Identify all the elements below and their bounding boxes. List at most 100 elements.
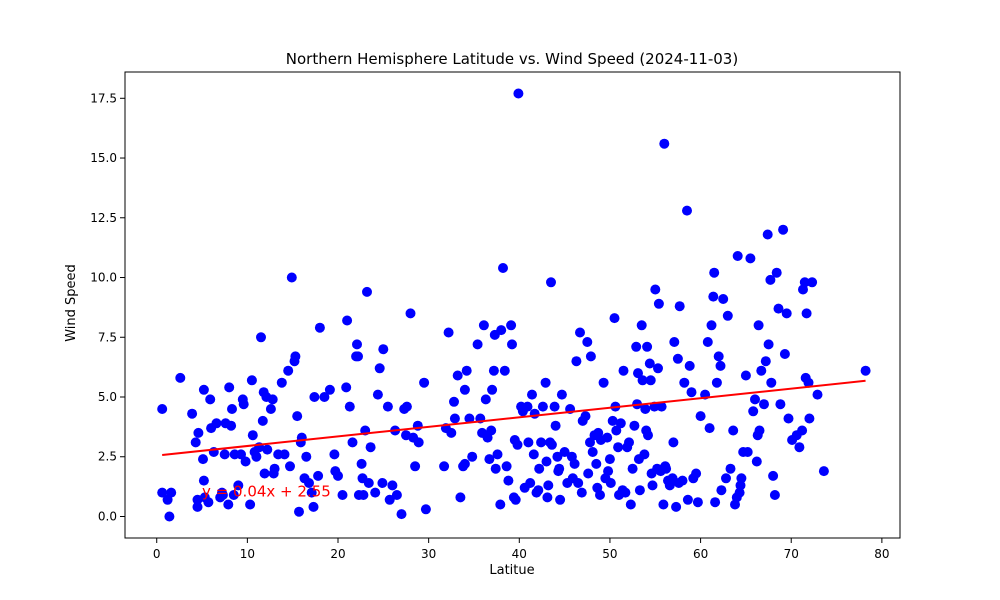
- data-point: [449, 396, 459, 407]
- y-tick-label: 2.5: [98, 450, 117, 464]
- data-point: [313, 470, 324, 481]
- data-point: [637, 375, 648, 386]
- data-point: [449, 413, 460, 424]
- data-point: [290, 351, 301, 362]
- data-point: [550, 420, 561, 431]
- data-point: [781, 308, 792, 319]
- data-point: [607, 415, 618, 426]
- data-point: [536, 437, 547, 448]
- data-point: [725, 463, 736, 474]
- data-point: [269, 463, 280, 474]
- data-point: [420, 504, 431, 515]
- x-tick-label: 30: [421, 547, 436, 561]
- data-point: [759, 399, 769, 410]
- data-point: [506, 320, 517, 331]
- data-point: [609, 313, 620, 324]
- data-point: [337, 490, 348, 500]
- data-point: [807, 277, 818, 288]
- data-point: [559, 447, 570, 457]
- data-point: [211, 418, 222, 429]
- data-point: [193, 427, 204, 438]
- data-point: [166, 487, 177, 498]
- data-point: [512, 439, 523, 450]
- data-point: [198, 454, 208, 465]
- data-point: [801, 308, 812, 319]
- data-point: [492, 449, 503, 460]
- y-tick-label: 12.5: [90, 211, 117, 225]
- data-point: [575, 327, 585, 338]
- data-point: [583, 468, 594, 479]
- data-point: [709, 267, 720, 278]
- data-point: [718, 294, 729, 304]
- data-point: [238, 399, 249, 410]
- y-ticks: 0.0 2.5 5.0 7.5 10.0 12.5 15.0 17.5: [90, 91, 125, 523]
- data-point: [778, 224, 789, 235]
- data-point: [691, 468, 702, 479]
- data-point: [342, 315, 353, 326]
- data-point: [740, 370, 751, 381]
- data-point: [319, 392, 330, 402]
- data-point: [528, 449, 539, 460]
- data-points: [157, 88, 871, 522]
- data-point: [812, 389, 823, 400]
- data-point: [702, 337, 713, 347]
- data-point: [262, 444, 273, 455]
- data-point: [401, 401, 412, 412]
- data-point: [459, 384, 470, 395]
- data-point: [556, 389, 567, 400]
- data-point: [374, 363, 385, 374]
- data-point: [279, 449, 290, 460]
- data-point: [464, 413, 475, 424]
- data-point: [653, 363, 663, 374]
- data-point: [753, 320, 764, 331]
- data-point: [760, 356, 771, 367]
- data-point: [455, 492, 466, 503]
- data-point: [624, 437, 634, 448]
- data-point: [763, 339, 774, 350]
- data-point: [245, 499, 256, 510]
- data-point: [362, 286, 372, 297]
- data-point: [308, 501, 319, 512]
- data-point: [495, 499, 506, 510]
- data-point: [615, 418, 626, 429]
- data-point: [799, 277, 810, 288]
- y-axis-label: Wind Speed: [64, 264, 79, 342]
- data-point: [860, 365, 871, 376]
- data-point: [576, 487, 587, 498]
- data-point: [736, 473, 747, 484]
- data-point: [344, 401, 355, 412]
- data-point: [333, 470, 343, 481]
- data-point: [356, 458, 367, 469]
- data-point: [647, 480, 658, 491]
- data-point: [540, 377, 551, 388]
- data-point: [510, 494, 521, 505]
- data-point: [217, 490, 228, 500]
- data-point: [546, 439, 557, 450]
- data-point: [324, 384, 335, 395]
- data-point: [537, 401, 548, 412]
- data-point: [554, 463, 565, 474]
- data-point: [686, 387, 697, 398]
- data-point: [587, 447, 598, 457]
- data-point: [804, 413, 815, 424]
- data-point: [304, 478, 314, 488]
- data-point: [347, 437, 358, 448]
- data-point: [710, 497, 721, 508]
- data-point: [236, 449, 246, 460]
- data-point: [604, 454, 615, 465]
- data-point: [358, 490, 369, 500]
- data-point: [708, 291, 719, 302]
- data-point: [677, 475, 688, 486]
- data-point: [573, 478, 584, 488]
- data-point: [157, 404, 168, 414]
- data-point: [309, 392, 320, 402]
- data-point: [766, 377, 777, 388]
- data-point: [341, 382, 352, 393]
- x-ticks: 0 10 20 30 40 50 60 70 80: [153, 538, 890, 561]
- data-point: [439, 461, 450, 472]
- data-point: [552, 451, 563, 462]
- data-point: [353, 351, 363, 362]
- data-point: [294, 506, 304, 517]
- data-point: [286, 272, 297, 283]
- x-tick-label: 60: [693, 547, 708, 561]
